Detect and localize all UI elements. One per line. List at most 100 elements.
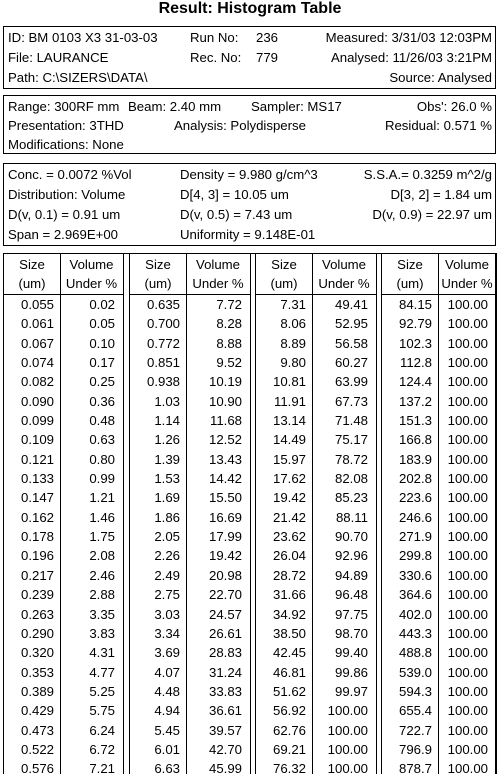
size-value: 19.42 bbox=[272, 490, 306, 506]
size-value: 14.49 bbox=[272, 432, 306, 448]
size-value: 42.45 bbox=[272, 645, 306, 661]
table-row: 0.090 0.36 bbox=[4, 392, 123, 411]
size-value: 0.522 bbox=[20, 741, 54, 757]
size-header: Size (um) bbox=[130, 254, 186, 295]
table-row: 246.6 100.00 bbox=[382, 508, 496, 527]
size-value: 62.76 bbox=[272, 722, 306, 738]
table-row: 330.6 100.00 bbox=[382, 566, 496, 585]
volume-under-value: 9.52 bbox=[216, 355, 242, 371]
volume-under-value: 49.41 bbox=[334, 297, 368, 312]
table-row: 4.48 33.83 bbox=[130, 682, 250, 701]
volume-header-line2: Under % bbox=[192, 276, 244, 291]
size-value: 796.9 bbox=[398, 741, 432, 757]
column-divider bbox=[60, 254, 61, 774]
table-row: 69.21 100.00 bbox=[256, 740, 376, 759]
table-row: 0.320 4.31 bbox=[4, 643, 123, 662]
table-row: 0.522 6.72 bbox=[4, 740, 123, 759]
size-value: 7.31 bbox=[280, 297, 306, 312]
size-value: 3.03 bbox=[154, 606, 180, 622]
table-row: 202.8 100.00 bbox=[382, 469, 496, 488]
size-header: Size (um) bbox=[382, 254, 438, 295]
table-header: Size (um) Volume Under % bbox=[4, 254, 123, 295]
volume-under-value: 6.24 bbox=[89, 722, 115, 738]
size-value: 124.4 bbox=[398, 374, 432, 390]
size-value: 0.147 bbox=[20, 490, 54, 506]
size-value: 0.162 bbox=[20, 509, 54, 525]
size-value: 0.473 bbox=[20, 722, 54, 738]
size-value: 3.69 bbox=[154, 645, 180, 661]
size-header-line2: (um) bbox=[144, 276, 172, 291]
volume-under-value: 100.00 bbox=[327, 722, 368, 738]
volume-under-value: 13.43 bbox=[208, 451, 242, 467]
table-row: 137.2 100.00 bbox=[382, 392, 496, 411]
table-row: 0.389 5.25 bbox=[4, 682, 123, 701]
size-value: 84.15 bbox=[398, 297, 432, 312]
table-row: 4.94 36.61 bbox=[130, 701, 250, 720]
volume-header-line2: Under % bbox=[441, 276, 493, 291]
table-row: 23.62 90.70 bbox=[256, 527, 376, 546]
presentation: Presentation: 3THD bbox=[8, 118, 124, 133]
size-value: 2.05 bbox=[154, 529, 180, 545]
table-row: 364.6 100.00 bbox=[382, 585, 496, 604]
size-header-line1: Size bbox=[19, 257, 45, 272]
volume-under-value: 82.08 bbox=[334, 471, 368, 487]
table-row: 62.76 100.00 bbox=[256, 721, 376, 740]
volume-header-line1: Volume bbox=[322, 257, 366, 272]
table-row: 223.6 100.00 bbox=[382, 488, 496, 507]
table-row: 0.239 2.88 bbox=[4, 585, 123, 604]
table-group: Size (um) Volume Under % 84.15 100.00 92.79 100… bbox=[381, 253, 497, 776]
size-value: 5.45 bbox=[154, 722, 180, 738]
table-row: 722.7 100.00 bbox=[382, 721, 496, 740]
size-value: 271.9 bbox=[398, 529, 432, 545]
volume-under-value: 4.77 bbox=[89, 664, 115, 680]
size-value: 0.263 bbox=[20, 606, 54, 622]
volume-under-value: 100.00 bbox=[447, 625, 488, 641]
table-row: 2.49 20.98 bbox=[130, 566, 250, 585]
volume-under-value: 100.00 bbox=[447, 683, 488, 699]
size-value: 17.62 bbox=[272, 471, 306, 487]
table-row: 3.34 26.61 bbox=[130, 624, 250, 643]
size-value: 443.3 bbox=[398, 625, 432, 641]
run-no-label: Run No: bbox=[190, 30, 239, 45]
file-path: Path: C:\SIZERS\DATA\ bbox=[8, 70, 148, 85]
size-value: 3.34 bbox=[154, 625, 180, 641]
span: Span = 2.969E+00 bbox=[8, 227, 118, 242]
size-value: 364.6 bbox=[398, 587, 432, 603]
volume-under-value: 100.00 bbox=[447, 529, 488, 545]
size-value: 0.851 bbox=[146, 355, 180, 371]
table-row: 0.147 1.21 bbox=[4, 488, 123, 507]
table-row: 2.26 19.42 bbox=[130, 546, 250, 565]
table-group: Size (um) Volume Under % 0.055 0.02 0.061 0.05 0… bbox=[3, 253, 124, 776]
table-row: 1.53 14.42 bbox=[130, 469, 250, 488]
table-row: 0.178 1.75 bbox=[4, 527, 123, 546]
table-row: 0.353 4.77 bbox=[4, 663, 123, 682]
volume-under-value: 10.19 bbox=[208, 374, 242, 390]
size-value: 488.8 bbox=[398, 645, 432, 661]
size-value: 0.099 bbox=[20, 413, 54, 429]
size-value: 0.576 bbox=[20, 761, 54, 777]
table-row: 6.63 45.99 bbox=[130, 759, 250, 778]
volume-under-value: 0.05 bbox=[89, 316, 115, 332]
volume-under-value: 39.57 bbox=[208, 722, 242, 738]
volume-under-value: 8.28 bbox=[216, 316, 242, 332]
rec-no-label: Rec. No: bbox=[190, 50, 242, 65]
table-row: 84.15 100.00 bbox=[382, 295, 496, 314]
volume-under-value: 0.25 bbox=[89, 374, 115, 390]
table-row: 51.62 99.97 bbox=[256, 682, 376, 701]
table-row: 38.50 98.70 bbox=[256, 624, 376, 643]
volume-under-value: 33.83 bbox=[208, 683, 242, 699]
histogram-table: Size (um) Volume Under % 0.055 0.02 0.061 0.05 0… bbox=[3, 253, 497, 776]
volume-under-value: 0.10 bbox=[89, 335, 115, 351]
volume-under-value: 26.61 bbox=[208, 625, 242, 641]
volume-header-line1: Volume bbox=[196, 257, 240, 272]
size-value: 183.9 bbox=[398, 451, 432, 467]
table-row: 0.162 1.46 bbox=[4, 508, 123, 527]
volume-under-value: 100.00 bbox=[447, 567, 488, 583]
volume-under-value: 92.96 bbox=[334, 548, 368, 564]
volume-header-line2: Under % bbox=[318, 276, 370, 291]
size-value: 15.97 bbox=[272, 451, 306, 467]
size-value: 10.81 bbox=[272, 374, 306, 390]
analysis: Analysis: Polydisperse bbox=[174, 118, 306, 133]
volume-under-value: 100.00 bbox=[447, 645, 488, 661]
volume-under-value: 100.00 bbox=[447, 761, 488, 777]
